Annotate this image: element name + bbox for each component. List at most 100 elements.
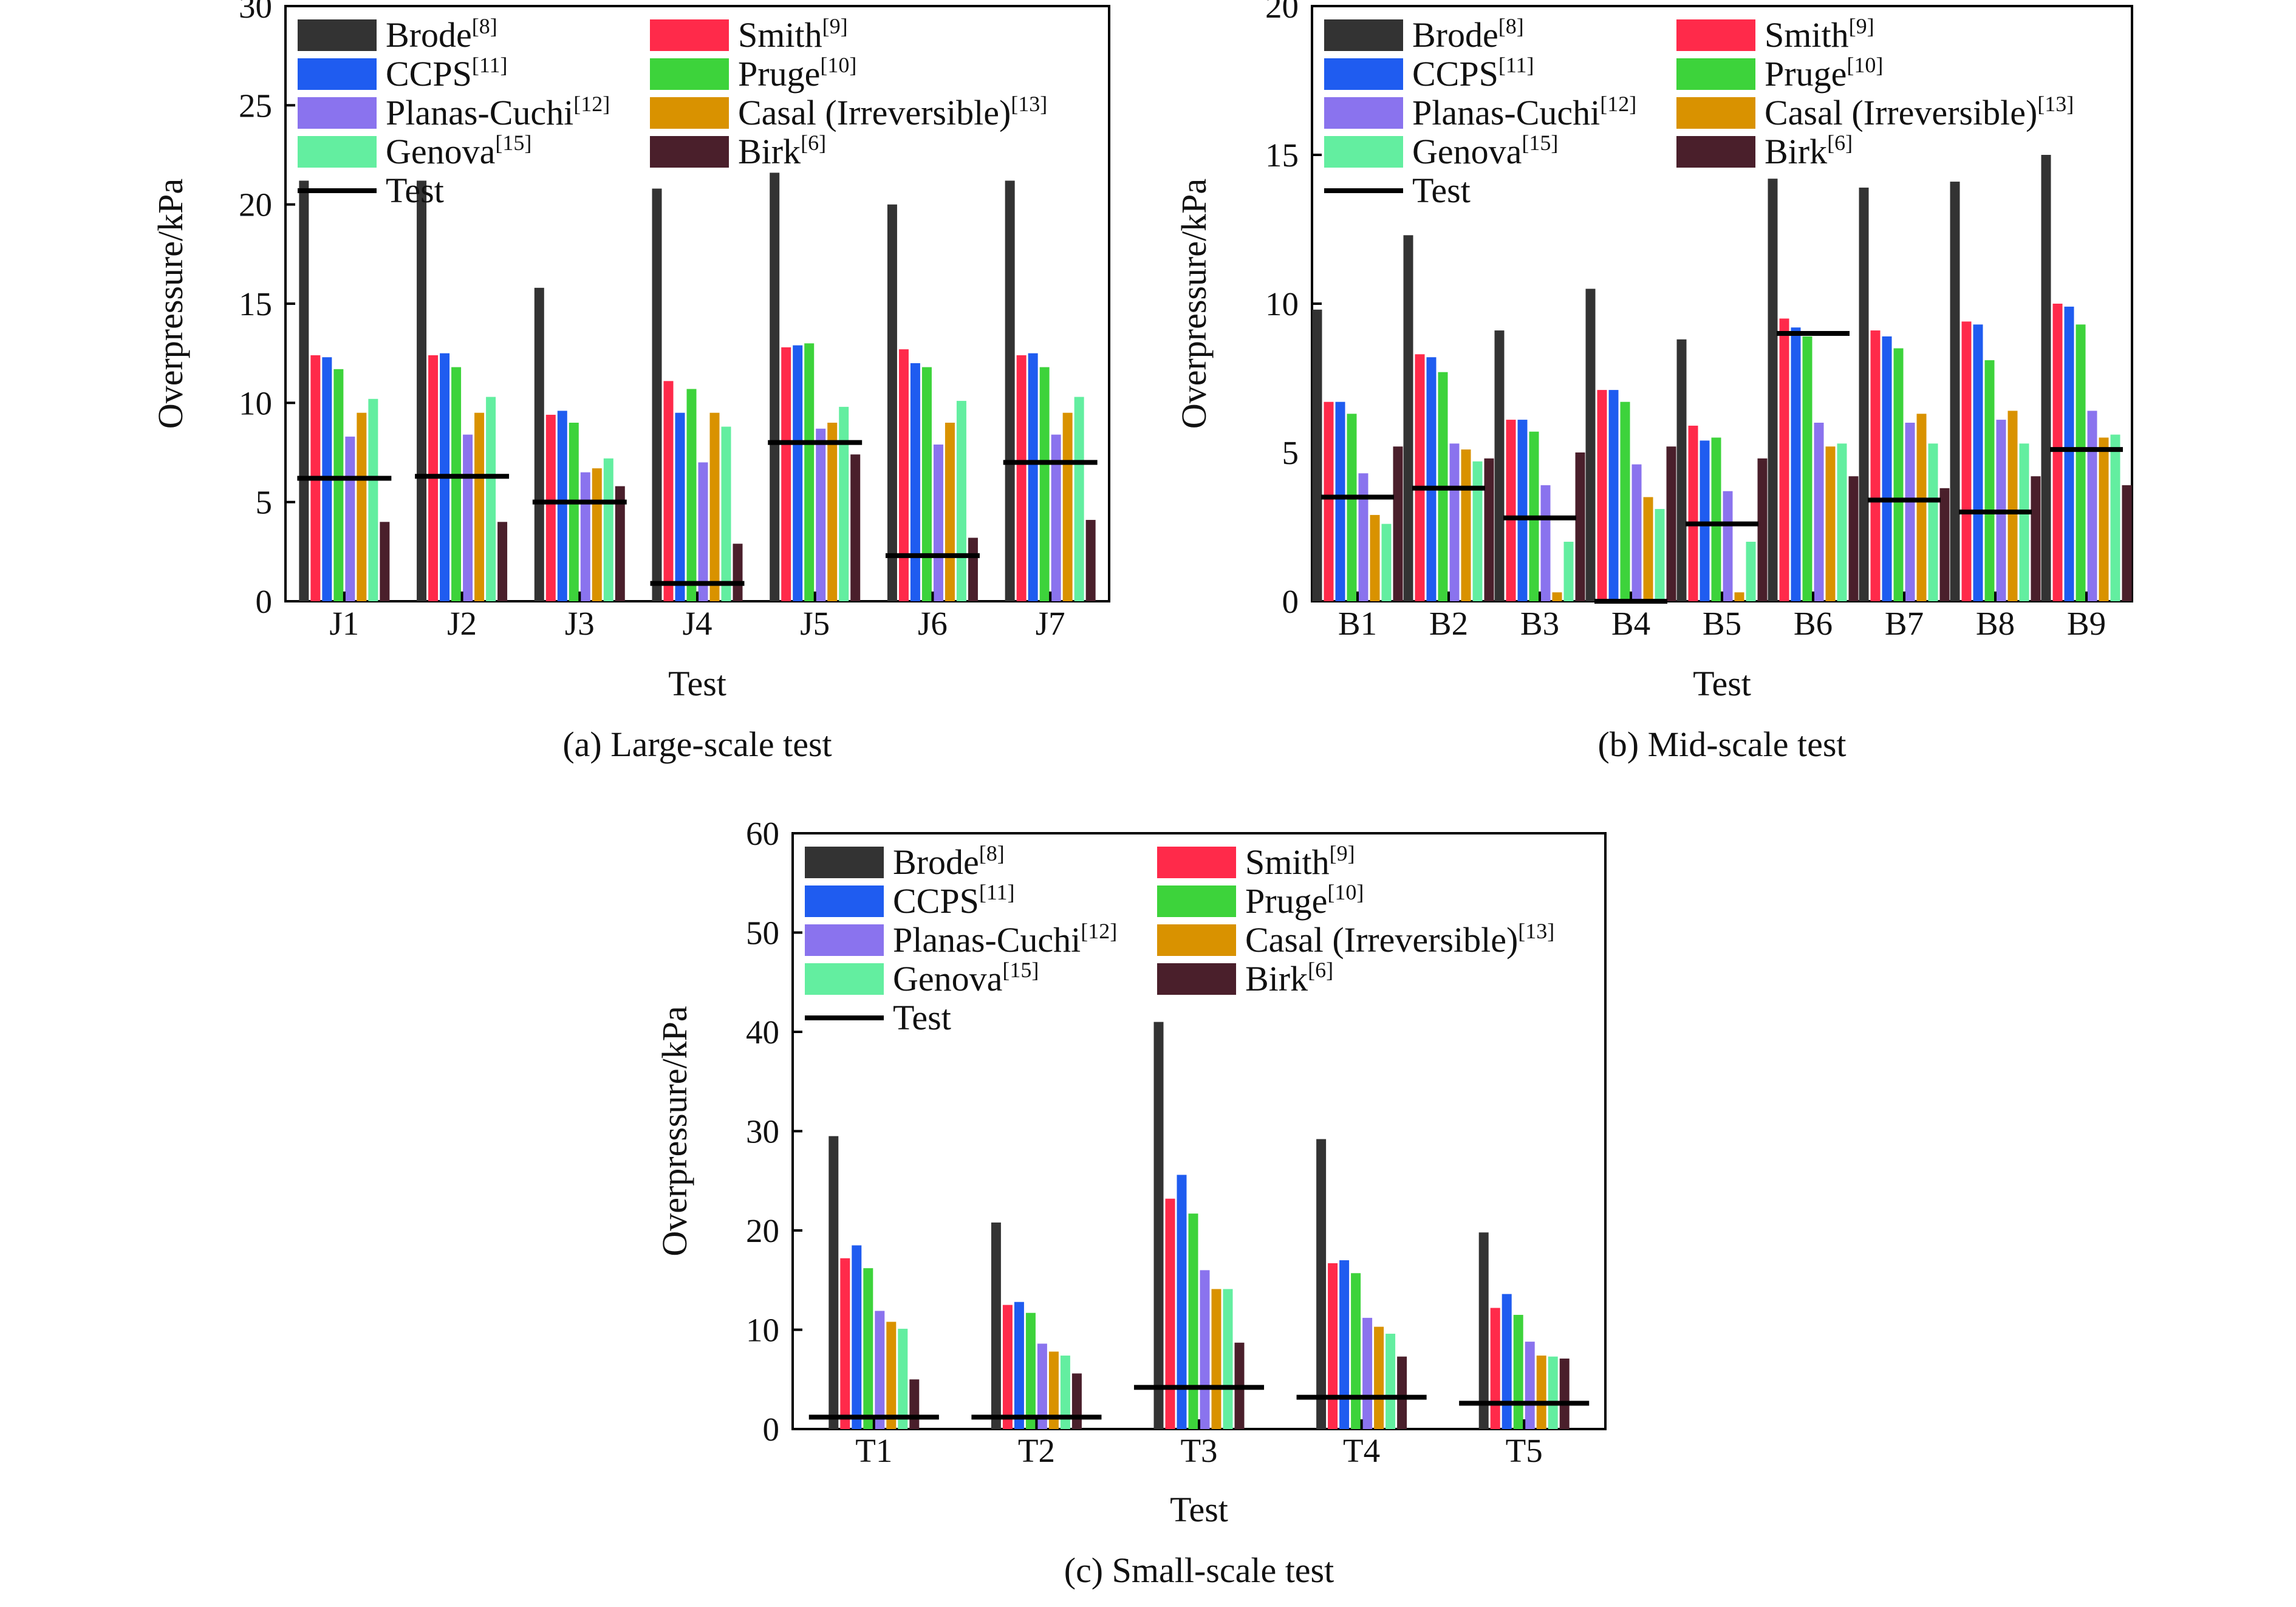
bar-brode-b7 [1859, 187, 1869, 601]
legend-swatch [1324, 58, 1403, 90]
legend-label: Birk[6] [738, 131, 826, 171]
bar-planas-cuchi-t4 [1362, 1317, 1373, 1429]
y-tick-label: 10 [746, 1312, 779, 1349]
y-tick-label: 50 [746, 915, 779, 952]
bar-genova-b8 [2019, 443, 2029, 601]
bar-smith-j4 [663, 381, 674, 601]
y-tick-label: 20 [746, 1212, 779, 1249]
bar-genova-t3 [1223, 1289, 1233, 1429]
bar-casal-irreversible-t2 [1048, 1351, 1059, 1429]
legend-swatch [650, 136, 729, 168]
legend-swatch [650, 19, 729, 51]
bar-smith-b6 [1779, 318, 1789, 601]
bar-smith-t2 [1002, 1305, 1013, 1429]
legend-label: Brode[8] [386, 14, 497, 55]
chart-caption: (c) Small-scale test [1064, 1551, 1334, 1590]
bar-pruge-b1 [1347, 414, 1357, 601]
bar-ccps-b3 [1517, 420, 1528, 601]
x-tick-label: T4 [1343, 1432, 1380, 1469]
bar-pruge-t3 [1188, 1213, 1198, 1429]
x-tick-label: T3 [1180, 1432, 1217, 1469]
legend-item-pruge: Pruge[10] [650, 53, 856, 94]
bar-brode-b6 [1768, 179, 1778, 601]
bar-smith-b4 [1597, 390, 1607, 601]
bar-smith-j3 [545, 414, 556, 601]
legend-item-brode: Brode[8] [298, 14, 497, 55]
bar-brode-b5 [1676, 339, 1687, 601]
legend-swatch [805, 963, 884, 995]
bar-casal-irreversible-t4 [1374, 1326, 1384, 1429]
bar-smith-t4 [1328, 1263, 1338, 1429]
legend-item-test: Test [1324, 171, 1471, 210]
bar-genova-b4 [1655, 509, 1665, 601]
legend-swatch [1676, 97, 1755, 129]
legend-label: CCPS[11] [893, 880, 1015, 921]
legend-item-planas-cuchi: Planas-Cuchi[12] [805, 919, 1117, 960]
legend-item-genova: Genova[15] [805, 958, 1039, 998]
legend-item-smith: Smith[9] [650, 14, 848, 55]
bar-casal-irreversible-j5 [827, 423, 838, 601]
y-tick-label: 60 [746, 815, 779, 852]
bar-ccps-t2 [1014, 1302, 1024, 1429]
bar-planas-cuchi-t2 [1037, 1343, 1047, 1429]
legend-item-ccps: CCPS[11] [1324, 53, 1534, 94]
bar-smith-t1 [840, 1258, 850, 1429]
bar-smith-b1 [1324, 401, 1334, 601]
bar-genova-j2 [486, 397, 496, 601]
bar-casal-irreversible-t1 [886, 1322, 897, 1429]
bar-brode-b2 [1403, 235, 1413, 601]
bar-planas-cuchi-b9 [2087, 411, 2097, 601]
bar-ccps-b2 [1426, 357, 1437, 601]
bar-brode-j6 [887, 204, 897, 602]
bar-birk-b8 [2031, 476, 2041, 601]
y-tick-label: 15 [1265, 137, 1299, 174]
x-tick-label: B2 [1429, 605, 1468, 642]
legend-item-pruge: Pruge[10] [1676, 53, 1883, 94]
bar-planas-cuchi-b1 [1358, 473, 1368, 601]
bar-genova-b6 [1837, 443, 1847, 601]
legend-swatch [1157, 963, 1236, 995]
bar-birk-b6 [1848, 476, 1859, 601]
bar-birk-b5 [1757, 458, 1768, 601]
legend-item-planas-cuchi: Planas-Cuchi[12] [298, 92, 610, 132]
bar-casal-irreversible-b4 [1643, 497, 1653, 601]
bar-pruge-j2 [451, 367, 462, 601]
bar-pruge-t5 [1513, 1314, 1523, 1429]
legend-item-smith: Smith[9] [1676, 14, 1874, 55]
x-axis-label: Test [1693, 664, 1751, 703]
bar-ccps-b1 [1335, 401, 1345, 601]
bar-pruge-j5 [804, 343, 815, 601]
bar-birk-t5 [1559, 1358, 1570, 1429]
bar-pruge-b8 [1984, 360, 1995, 601]
legend-item-casal-irreversible: Casal (Irreversible)[13] [1676, 92, 2074, 132]
bar-pruge-t2 [1025, 1312, 1036, 1429]
bar-planas-cuchi-b4 [1631, 464, 1642, 601]
bar-casal-irreversible-b1 [1370, 514, 1380, 601]
y-axis-label: Overpressure/kPa [151, 179, 190, 429]
bar-ccps-b5 [1700, 440, 1710, 601]
bar-smith-b2 [1415, 354, 1425, 601]
legend-label: Test [386, 171, 444, 210]
bar-genova-b9 [2110, 434, 2120, 601]
legend-item-casal-irreversible: Casal (Irreversible)[13] [1157, 919, 1554, 960]
legend-label: Planas-Cuchi[12] [893, 919, 1117, 960]
y-tick-label: 0 [1282, 583, 1299, 620]
bar-pruge-j1 [333, 369, 344, 601]
bar-ccps-b4 [1608, 390, 1619, 601]
legend-label: Birk[6] [1245, 958, 1333, 998]
bar-ccps-b6 [1791, 327, 1801, 601]
bar-birk-b7 [1939, 488, 1950, 601]
legend-label: CCPS[11] [1412, 53, 1534, 94]
y-tick-label: 15 [239, 285, 272, 322]
bar-brode-b1 [1312, 309, 1322, 601]
legend-item-brode: Brode[8] [805, 841, 1005, 882]
bar-ccps-t4 [1339, 1260, 1350, 1429]
bar-genova-t2 [1060, 1356, 1070, 1429]
legend-label: Planas-Cuchi[12] [386, 92, 610, 132]
x-tick-label: B7 [1885, 605, 1924, 642]
bar-pruge-b7 [1893, 348, 1904, 601]
bar-birk-j5 [850, 454, 861, 601]
bar-brode-j3 [534, 287, 544, 601]
x-tick-label: J6 [918, 605, 948, 642]
bar-planas-cuchi-b6 [1814, 423, 1824, 601]
